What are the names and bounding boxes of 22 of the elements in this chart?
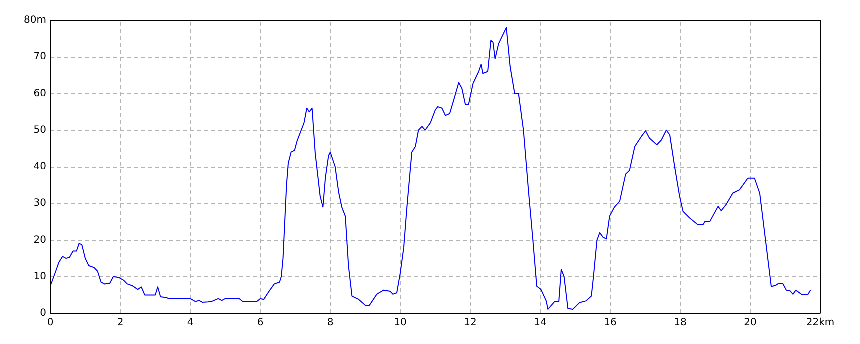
y-tick-label: 10 (34, 271, 47, 282)
y-tick-label: 70 (34, 52, 47, 63)
y-tick-label: 80m (24, 15, 47, 26)
x-tick-label: 4 (187, 318, 194, 328)
x-tick-label: 20 (744, 318, 757, 328)
y-tick-label: 40 (34, 162, 47, 172)
x-tick-label: 2 (117, 318, 124, 328)
y-tick-label: 60 (34, 88, 47, 100)
x-tick-label: 16 (604, 318, 617, 328)
x-tick-label: 8 (327, 318, 334, 328)
y-tick-label: 0 (40, 308, 47, 319)
y-tick-label: 20 (34, 234, 47, 246)
x-tick-label: 0 (47, 318, 54, 328)
x-tick-label: 22km (806, 318, 835, 328)
x-tick-label: 14 (534, 318, 547, 328)
x-tick-label: 18 (674, 318, 687, 328)
x-tick-label: 10 (394, 318, 407, 328)
y-tick-label: 50 (34, 124, 47, 136)
y-tick-label: 30 (34, 198, 47, 210)
x-tick-label: 6 (257, 318, 264, 328)
line-series (50, 27, 812, 310)
x-tick-label: 12 (464, 318, 477, 328)
